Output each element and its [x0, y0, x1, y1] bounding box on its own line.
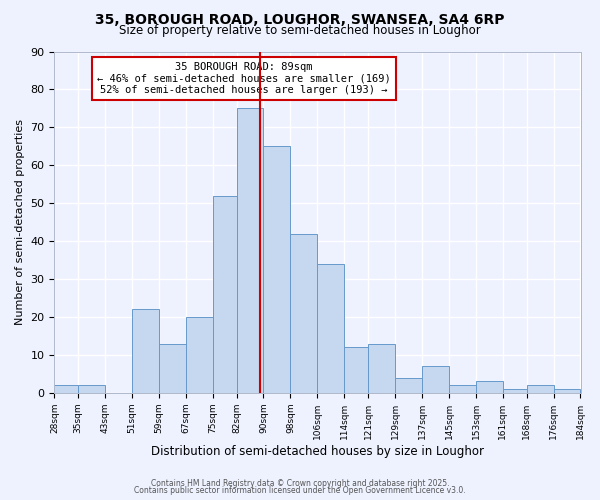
- Text: Contains HM Land Registry data © Crown copyright and database right 2025.: Contains HM Land Registry data © Crown c…: [151, 478, 449, 488]
- Bar: [78, 386, 105, 393]
- Bar: [317, 264, 344, 393]
- Bar: [213, 196, 236, 393]
- Bar: [527, 386, 554, 393]
- Bar: [186, 317, 213, 393]
- Bar: [344, 348, 368, 393]
- Bar: [290, 234, 317, 393]
- Bar: [132, 310, 159, 393]
- Bar: [263, 146, 290, 393]
- Bar: [395, 378, 422, 393]
- Bar: [159, 344, 186, 393]
- Bar: [55, 386, 78, 393]
- Text: 35 BOROUGH ROAD: 89sqm
← 46% of semi-detached houses are smaller (169)
52% of se: 35 BOROUGH ROAD: 89sqm ← 46% of semi-det…: [97, 62, 391, 95]
- Bar: [449, 386, 476, 393]
- Bar: [422, 366, 449, 393]
- Y-axis label: Number of semi-detached properties: Number of semi-detached properties: [15, 119, 25, 325]
- Bar: [503, 389, 527, 393]
- Bar: [476, 382, 503, 393]
- Text: Size of property relative to semi-detached houses in Loughor: Size of property relative to semi-detach…: [119, 24, 481, 37]
- Text: 35, BOROUGH ROAD, LOUGHOR, SWANSEA, SA4 6RP: 35, BOROUGH ROAD, LOUGHOR, SWANSEA, SA4 …: [95, 12, 505, 26]
- Bar: [368, 344, 395, 393]
- Bar: [554, 389, 580, 393]
- X-axis label: Distribution of semi-detached houses by size in Loughor: Distribution of semi-detached houses by …: [151, 444, 484, 458]
- Text: Contains public sector information licensed under the Open Government Licence v3: Contains public sector information licen…: [134, 486, 466, 495]
- Bar: [236, 108, 263, 393]
